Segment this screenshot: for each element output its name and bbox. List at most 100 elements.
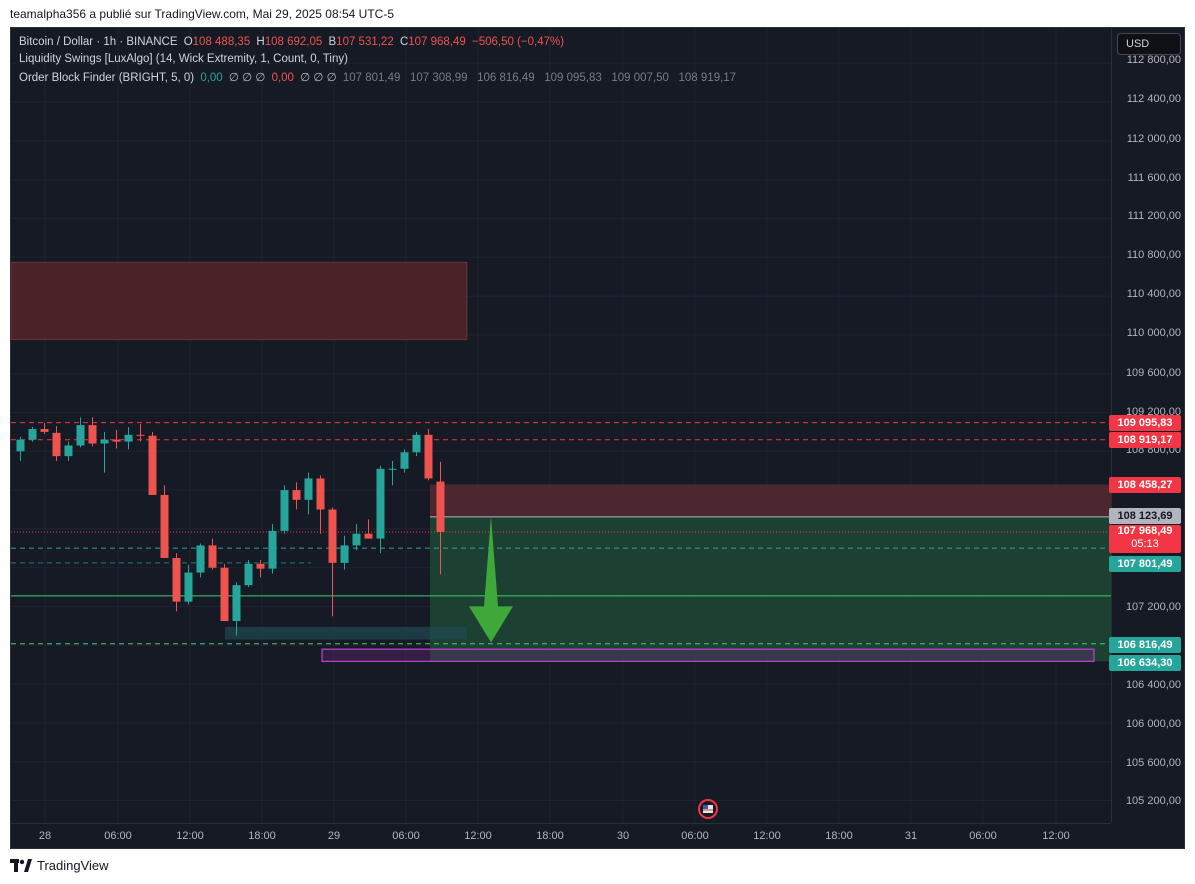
legend-ohlc: Bitcoin / Dollar · 1h · BINANCE O108 488… xyxy=(19,36,567,48)
x-tick: 12:00 xyxy=(753,830,781,842)
candle-body xyxy=(16,439,25,452)
x-tick: 12:00 xyxy=(176,830,204,842)
indicator-2-value-4: ∅ ∅ ∅ xyxy=(300,72,337,84)
y-tick: 111 600,00 xyxy=(1127,172,1181,184)
y-tick: 106 000,00 xyxy=(1125,718,1181,730)
x-tick: 06:00 xyxy=(681,830,709,842)
tradingview-logo-icon xyxy=(10,859,32,872)
y-tick: 109 600,00 xyxy=(1125,367,1181,379)
candle-body xyxy=(436,481,445,533)
x-tick: 12:00 xyxy=(1042,830,1070,842)
footer-brand[interactable]: TradingView xyxy=(10,858,109,873)
high-label: H xyxy=(256,36,265,48)
indicator-2-levels: 107 801,49 107 308,99 106 816,49 109 095… xyxy=(342,72,737,84)
y-tick: 111 200,00 xyxy=(1127,210,1181,222)
candle-body xyxy=(76,425,85,446)
candle-body xyxy=(376,468,385,539)
indicator-1-label: Liquidity Swings [LuxAlgo] (14, Wick Ext… xyxy=(19,53,348,65)
candle-body xyxy=(148,435,157,495)
price-plot[interactable] xyxy=(11,28,1111,823)
open-label: O xyxy=(183,36,193,48)
candle-body xyxy=(40,428,49,432)
price-label-dash-green-1: 107 801,49 xyxy=(1109,556,1181,572)
candle-body xyxy=(316,478,325,510)
low-label: B xyxy=(328,36,337,48)
candle-body xyxy=(220,567,229,622)
candle-body xyxy=(136,434,145,436)
us-flag-canton xyxy=(703,805,708,809)
legend-indicator-2[interactable]: Order Block Finder (BRIGHT, 5, 0) 0,00 ∅… xyxy=(19,70,739,84)
y-tick: 112 400,00 xyxy=(1126,93,1181,105)
x-tick: 18:00 xyxy=(536,830,564,842)
y-tick: 110 400,00 xyxy=(1126,288,1181,300)
legend-indicator-1[interactable]: Liquidity Swings [LuxAlgo] (14, Wick Ext… xyxy=(19,53,351,65)
target-zone xyxy=(430,516,1111,662)
candle-body xyxy=(232,585,241,622)
indicator-2-value-3: 0,00 xyxy=(271,72,294,84)
price-label-last: 107 968,49 05:13 xyxy=(1109,525,1181,553)
price-label-target-entry: 108 123,69 xyxy=(1109,508,1181,524)
x-tick: 06:00 xyxy=(969,830,997,842)
candle-body xyxy=(340,545,349,563)
candle-body xyxy=(52,432,61,457)
price-label-target: 106 634,30 xyxy=(1109,655,1181,671)
candle-body xyxy=(352,533,361,546)
candle-body xyxy=(244,563,253,586)
candle-body xyxy=(304,478,313,500)
down-arrow xyxy=(469,516,513,643)
x-tick: 30 xyxy=(616,830,630,842)
x-tick: 18:00 xyxy=(825,830,853,842)
x-tick: 12:00 xyxy=(464,830,492,842)
y-tick: 112 000,00 xyxy=(1126,133,1181,145)
price-label-dash-green-2: 106 816,49 xyxy=(1109,637,1181,653)
chart-panel[interactable]: Bitcoin / Dollar · 1h · BINANCE O108 488… xyxy=(10,27,1185,849)
currency-button[interactable]: USD xyxy=(1117,33,1181,55)
candle-body xyxy=(328,509,337,563)
y-tick: 110 000,00 xyxy=(1126,327,1181,339)
candle-body xyxy=(208,545,217,568)
candle-body xyxy=(160,494,169,558)
candle-body xyxy=(28,428,37,440)
order-block xyxy=(321,648,1095,662)
candle-body xyxy=(424,434,433,479)
close-value: 107 968,49 xyxy=(408,36,466,48)
y-tick: 106 400,00 xyxy=(1125,679,1181,691)
price-label-dash-red-1: 109 095,83 xyxy=(1109,415,1181,431)
candle-body xyxy=(88,425,97,444)
liquidity-box xyxy=(225,626,467,640)
high-value: 108 692,05 xyxy=(264,36,323,48)
candle-body xyxy=(100,439,109,444)
change-value: −506,50 (−0,47%) xyxy=(472,36,565,48)
candle-body xyxy=(172,558,181,602)
y-tick: 112 800,00 xyxy=(1126,54,1181,66)
close-label: C xyxy=(399,36,409,48)
candle-body xyxy=(196,545,205,573)
last-price: 107 968,49 xyxy=(1117,525,1173,537)
candle-body xyxy=(124,434,133,442)
x-tick: 18:00 xyxy=(248,830,276,842)
candle-body xyxy=(64,445,73,457)
x-tick: 29 xyxy=(327,830,341,842)
y-tick: 107 200,00 xyxy=(1125,601,1181,613)
supply-zone xyxy=(11,261,468,341)
candle-body xyxy=(400,452,409,469)
y-tick: 110 800,00 xyxy=(1126,249,1181,261)
time-axis[interactable]: 28 06:00 12:00 18:00 29 06:00 12:00 18:0… xyxy=(11,823,1111,848)
indicator-2-label: Order Block Finder (BRIGHT, 5, 0) xyxy=(19,72,195,84)
y-tick: 105 200,00 xyxy=(1125,795,1181,807)
bar-countdown: 05:13 xyxy=(1131,538,1159,550)
x-tick: 31 xyxy=(904,830,918,842)
x-tick: 06:00 xyxy=(104,830,132,842)
candle-body xyxy=(280,490,289,531)
symbol-label[interactable]: Bitcoin / Dollar · 1h · BINANCE xyxy=(19,36,178,48)
stop-zone xyxy=(430,484,1111,517)
candle-body xyxy=(388,468,397,470)
candle-body xyxy=(412,434,421,453)
x-tick: 28 xyxy=(38,830,52,842)
footer-brand-label: TradingView xyxy=(37,858,109,873)
candle-body xyxy=(256,563,265,569)
open-value: 108 488,35 xyxy=(192,36,251,48)
x-tick: 06:00 xyxy=(392,830,420,842)
candle-body xyxy=(184,572,193,602)
candle-body xyxy=(364,533,373,539)
